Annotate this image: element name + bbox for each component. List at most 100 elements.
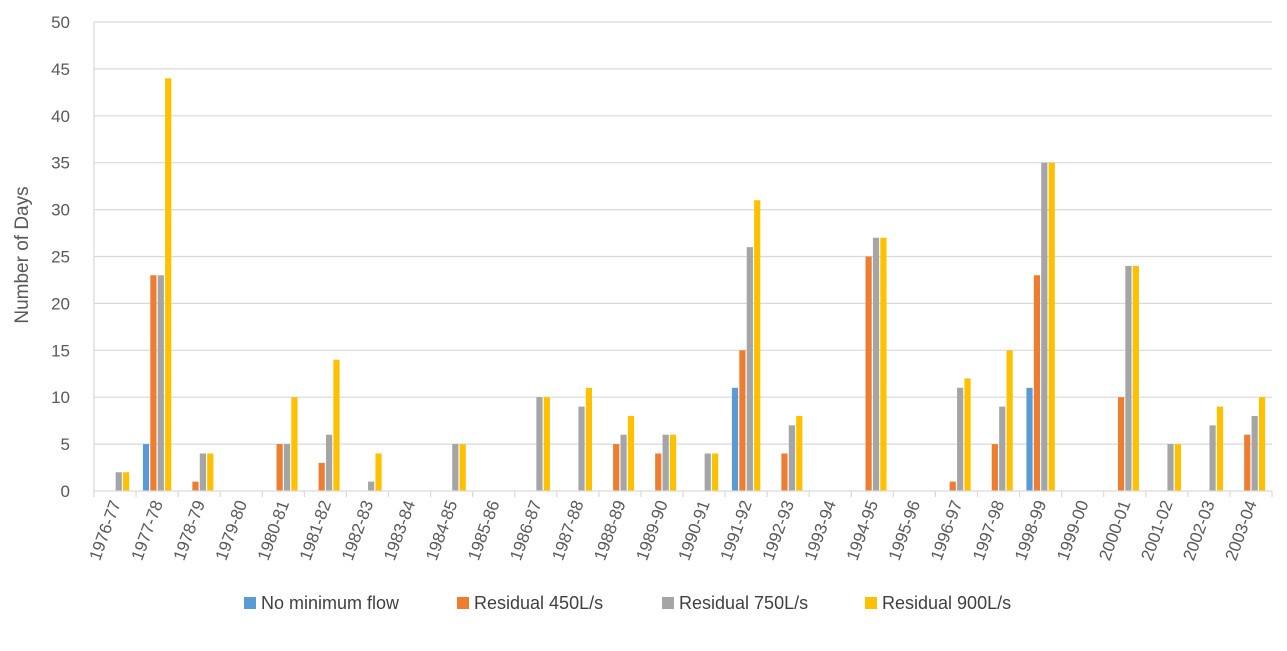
y-tick-label: 0 [61,482,70,501]
x-tick-label: 1983-84 [380,498,419,563]
bar-residual-900l-s-2000-01 [1132,265,1139,491]
bar-residual-450l-s-1977-78 [150,275,157,491]
bar-residual-750l-s-2001-02 [1167,444,1174,491]
x-tick-label: 2000-01 [1095,498,1134,563]
bar-residual-750l-s-2003-04 [1251,415,1258,491]
x-tick-label: 1979-80 [212,498,251,563]
bar-residual-450l-s-1978-79 [192,481,199,491]
bar-residual-750l-s-1996-97 [957,387,964,491]
x-tick-label: 1996-97 [927,498,966,563]
bar-residual-750l-s-1991-92 [746,247,753,491]
x-tick-label: 1986-87 [506,498,545,563]
x-tick-label: 1982-83 [338,498,377,563]
x-tick-label: 1980-81 [254,498,293,563]
x-tick-label: 1994-95 [843,498,882,563]
x-tick-label: 2003-04 [1222,498,1261,563]
legend-item: Residual 750L/s [662,593,808,613]
bar-residual-900l-s-1989-90 [669,434,677,491]
bar-residual-900l-s-1978-79 [207,453,214,491]
bar-residual-450l-s-1994-95 [865,256,872,491]
x-tick-label: 1987-88 [548,498,587,563]
bar-residual-900l-s-1990-91 [712,453,719,491]
y-tick-label: 35 [51,154,70,173]
bar-residual-900l-s-2003-04 [1258,397,1266,491]
bar-residual-750l-s-1987-88 [578,406,585,491]
x-tick-label: 1977-78 [128,498,167,563]
bar-residual-450l-s-1989-90 [655,453,662,491]
bar-residual-900l-s-1982-83 [375,453,382,491]
bar-no-minimum-flow-1998-99 [1026,387,1033,491]
legend-label: Residual 450L/s [474,593,603,613]
legend-label: Residual 750L/s [679,593,808,613]
bar-residual-450l-s-1991-92 [739,350,746,491]
bar-residual-900l-s-1994-95 [880,237,887,491]
bar-residual-900l-s-1996-97 [964,378,971,491]
bar-no-minimum-flow-1977-78 [142,444,150,491]
legend-swatch [244,597,256,609]
bar-residual-900l-s-1984-85 [459,444,466,491]
x-tick-label: 1984-85 [422,498,461,563]
bar-residual-750l-s-1984-85 [452,444,459,491]
bar-residual-750l-s-1998-99 [1041,162,1048,491]
y-tick-label: 50 [51,13,70,32]
bar-residual-450l-s-1998-99 [1033,275,1041,491]
x-tick-label: 2002-03 [1179,498,1218,563]
gridlines [94,21,1272,445]
legend-item: Residual 450L/s [457,593,603,613]
bar-residual-450l-s-1981-82 [318,462,325,491]
y-tick-labels: 0 5 10 15 20 25 30 35 40 45 50 [51,13,70,501]
bar-residual-900l-s-1986-87 [543,397,550,491]
y-tick-label: 20 [51,294,70,313]
bar-residual-750l-s-1980-81 [283,444,291,491]
y-axis-title: Number of Days [12,186,33,323]
y-tick-label: 5 [61,435,70,454]
legend-item: Residual 900L/s [865,593,1011,613]
x-tick-label: 1985-86 [464,498,503,563]
bar-residual-750l-s-1976-77 [115,472,122,491]
bar-residual-900l-s-2001-02 [1174,444,1182,491]
bar-residual-750l-s-2002-03 [1209,425,1216,491]
bar-residual-750l-s-1988-89 [620,434,627,491]
bar-residual-900l-s-1991-92 [754,200,761,491]
legend-swatch [662,597,674,609]
x-tick-label: 1976-77 [86,498,125,563]
bar-residual-750l-s-1994-95 [872,237,880,491]
x-tick-label: 1992-93 [759,498,798,563]
bar-residual-750l-s-1990-91 [704,453,711,491]
bar-residual-750l-s-1982-83 [368,481,375,491]
legend-label: No minimum flow [261,593,400,613]
bar-residual-750l-s-1997-98 [999,406,1006,491]
bars [115,78,1266,491]
bar-residual-750l-s-1977-78 [157,275,164,491]
x-tick-labels: 1976-77 1977-78 1978-79 1979-80 1980-81 1981-… [86,498,1261,563]
legend-swatch [457,597,469,609]
x-tick-label: 1998-99 [1011,498,1050,563]
y-tick-label: 10 [51,388,70,407]
legend-item: No minimum flow [244,593,400,613]
bar-residual-900l-s-1976-77 [123,472,130,491]
bar-residual-750l-s-2000-01 [1125,265,1132,491]
y-tick-label: 40 [51,107,70,126]
x-tick-label: 1990-91 [675,498,714,563]
bar-residual-900l-s-1980-81 [291,397,298,491]
bar-residual-900l-s-1992-93 [796,415,803,491]
bar-residual-900l-s-1997-98 [1006,350,1013,491]
y-tick-label: 25 [51,248,70,267]
x-tick-label: 1999-00 [1053,498,1092,563]
bar-residual-900l-s-1987-88 [585,387,593,491]
bar-residual-450l-s-1997-98 [991,444,998,491]
y-tick-label: 15 [51,341,70,360]
x-tick-label: 1997-98 [969,498,1008,563]
x-tick-label: 2001-02 [1137,498,1176,563]
x-tick-label: 1988-89 [590,498,629,563]
x-tick-label: 1991-92 [717,498,756,563]
legend-swatch [865,597,877,609]
bar-residual-750l-s-1992-93 [788,425,795,491]
bar-residual-450l-s-1980-81 [276,444,283,491]
bar-residual-750l-s-1981-82 [325,434,333,491]
legend-label: Residual 900L/s [882,593,1011,613]
y-tick-label: 30 [51,201,70,220]
bar-residual-900l-s-2002-03 [1216,406,1224,491]
